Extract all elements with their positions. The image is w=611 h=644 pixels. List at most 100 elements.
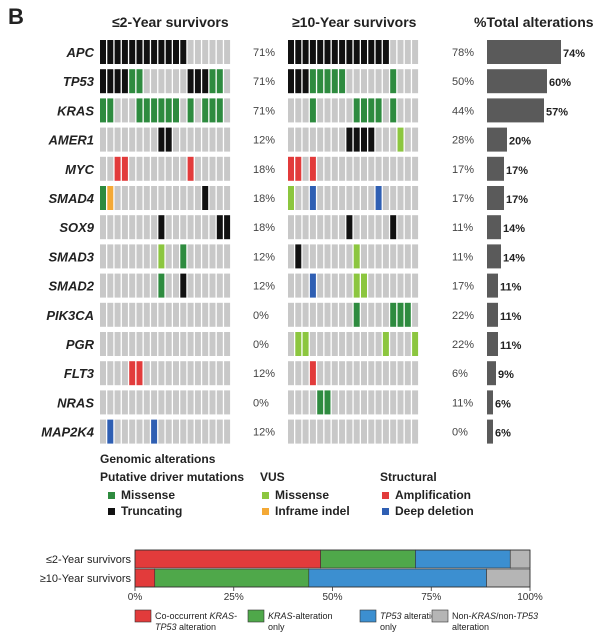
gene-label: AMER1 [47, 133, 94, 148]
oncoprint-cell [121, 244, 128, 269]
oncoprint-cell [317, 302, 324, 327]
stack-segment [154, 568, 310, 588]
oncoprint-cell [202, 186, 209, 210]
oncoprint-cell [202, 302, 209, 327]
oncoprint-cell [324, 215, 331, 240]
oncoprint-cell [302, 361, 309, 386]
oncoprint-cell [324, 40, 331, 64]
header-total-alterations: %Total alterations [474, 14, 594, 30]
oncoprint-cell [390, 361, 397, 386]
oncoprint-cell [309, 40, 316, 64]
oncoprint-cell [202, 127, 209, 152]
oncoprint-cell [107, 273, 114, 298]
oncoprint-cell [216, 244, 223, 269]
oncoprint-cell [151, 332, 158, 356]
oncoprint-cell [375, 69, 382, 94]
oncoprint-cell [129, 419, 136, 444]
oncoprint-cell [121, 215, 128, 240]
oncoprint-cell [114, 40, 121, 64]
stack-legend-text: KRAS [268, 611, 293, 621]
oncoprint-cell [331, 127, 338, 152]
legend-truncating-label: Truncating [121, 504, 183, 518]
stack-legend-line2: alteration [452, 622, 489, 632]
deep-deletion-swatch [382, 508, 389, 516]
oncoprint-cell [288, 302, 294, 327]
gene-label: PIK3CA [46, 308, 94, 323]
oncoprint-cell [324, 186, 331, 210]
oncoprint-cell [151, 69, 158, 94]
oncoprint-cell [412, 273, 419, 298]
oncoprint-cell [143, 419, 150, 444]
oncoprint-cell [187, 69, 194, 94]
oncoprint-cell [397, 361, 404, 386]
oncoprint-cell [353, 361, 360, 386]
short-percent-label: 12% [253, 427, 275, 439]
gene-label: SMAD3 [48, 249, 94, 264]
long-percent-label: 44% [452, 105, 474, 117]
oncoprint-cell [173, 419, 179, 444]
oncoprint-cell [375, 98, 382, 123]
gene-label: MAP2K4 [41, 425, 95, 440]
oncoprint-cell [107, 302, 114, 327]
oncoprint-cell [224, 332, 231, 356]
oncoprint-cell [397, 186, 404, 210]
oncoprint-cell [165, 98, 172, 123]
legend-structural-title: Structural [380, 470, 437, 484]
oncoprint-cell [165, 390, 172, 415]
oncoprint-cell [346, 332, 353, 356]
gene-label: APC [66, 45, 95, 60]
oncoprint-cell [136, 361, 143, 386]
oncoprint-cell [375, 244, 382, 269]
oncoprint-cell [107, 40, 114, 64]
oncoprint-cell [397, 215, 404, 240]
oncoprint-cell [194, 361, 201, 386]
stack-legend-text: only [380, 622, 397, 632]
oncoprint-cell [368, 98, 375, 123]
oncoprint-cell [331, 244, 338, 269]
oncoprint-cell [339, 390, 346, 415]
oncoprint-cell [317, 69, 324, 94]
oncoprint-cell [129, 361, 136, 386]
oncoprint-cell [368, 390, 375, 415]
oncoprint-cell [288, 332, 294, 356]
oncoprint-cell [361, 244, 367, 269]
oncoprint-cell [158, 215, 165, 240]
oncoprint-cell [412, 69, 419, 94]
oncoprint-cell [194, 186, 201, 210]
stack-segment [486, 568, 531, 588]
oncoprint-cell [100, 390, 106, 415]
oncoprint-cell [390, 69, 397, 94]
oncoprint-cell [368, 361, 375, 386]
oncoprint-cell [187, 215, 194, 240]
oncoprint-cell [180, 273, 187, 298]
oncoprint-cell [317, 98, 324, 123]
oncoprint-cell [353, 156, 360, 181]
oncoprint-cell [136, 156, 143, 181]
oncoprint-cell [317, 244, 324, 269]
oncoprint-cell [129, 186, 136, 210]
oncoprint-cell [114, 156, 121, 181]
oncoprint-cell [382, 273, 389, 298]
stack-legend-text: alteration [402, 611, 442, 621]
oncoprint-cell [180, 419, 187, 444]
oncoprint-cell [309, 419, 316, 444]
oncoprint-cell [100, 332, 106, 356]
legend-deep-deletion-label: Deep deletion [395, 504, 474, 518]
oncoprint-cell [100, 186, 106, 210]
oncoprint-cell [180, 332, 187, 356]
oncoprint-cell [339, 361, 346, 386]
total-bar [487, 40, 561, 64]
oncoprint-cell [309, 127, 316, 152]
oncoprint-cell [187, 273, 194, 298]
oncoprint-cell [216, 361, 223, 386]
stack-tick-label: 25% [224, 592, 244, 603]
oncoprint-cell [412, 361, 419, 386]
oncoprint-cell [353, 69, 360, 94]
oncoprint-cell [302, 390, 309, 415]
stack-tick-label: 100% [517, 592, 543, 603]
oncoprint-cell [412, 302, 419, 327]
oncoprint-cell [412, 332, 419, 356]
oncoprint-cell [114, 215, 121, 240]
oncoprint-cell [107, 332, 114, 356]
oncoprint-cell [209, 302, 216, 327]
